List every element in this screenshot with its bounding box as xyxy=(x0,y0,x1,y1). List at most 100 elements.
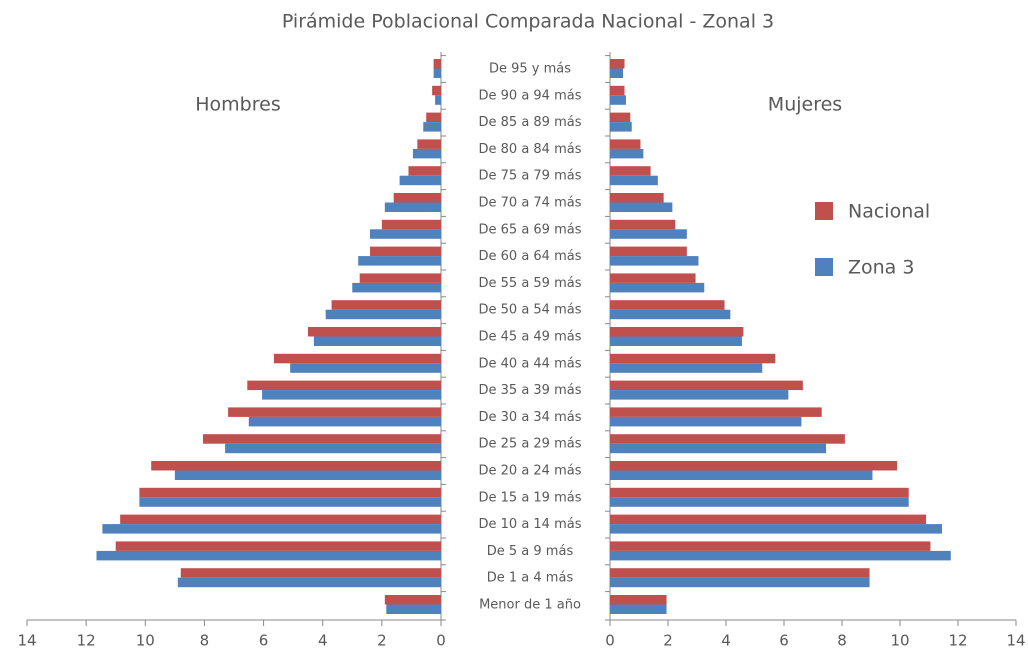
bar xyxy=(610,122,632,132)
category-label: De 60 a 64 más xyxy=(479,249,582,264)
x-tick-label: 10 xyxy=(890,632,909,650)
bar xyxy=(610,246,687,257)
bar xyxy=(610,568,870,578)
bar xyxy=(370,246,441,257)
category-label: Menor de 1 año xyxy=(479,598,581,613)
bar xyxy=(393,193,441,203)
x-tick-label: 4 xyxy=(318,632,328,650)
bar xyxy=(610,550,951,561)
bar xyxy=(610,443,827,454)
bar xyxy=(381,219,441,230)
category-label: De 70 a 74 más xyxy=(479,196,582,211)
group-label: Hombres xyxy=(195,94,280,116)
bar xyxy=(151,461,441,471)
bar xyxy=(610,175,658,186)
bar xyxy=(610,112,631,123)
bar xyxy=(610,282,705,293)
x-tick-label: 0 xyxy=(436,632,446,650)
bar xyxy=(331,300,441,310)
bar xyxy=(139,497,441,507)
category-label: De 45 a 49 más xyxy=(479,330,582,345)
category-label: De 90 a 94 más xyxy=(479,88,582,103)
x-tick-label: 12 xyxy=(77,632,96,650)
bar xyxy=(610,85,625,96)
bar xyxy=(610,461,898,471)
bar xyxy=(180,568,441,578)
legend-label: Nacional xyxy=(848,201,930,223)
bar xyxy=(610,577,870,588)
bar xyxy=(115,541,441,551)
bar xyxy=(262,390,441,400)
bar xyxy=(610,309,731,320)
bar xyxy=(610,229,687,239)
bar xyxy=(610,95,626,105)
bar xyxy=(359,273,441,283)
category-label: De 50 a 54 más xyxy=(479,303,582,318)
category-label: De 5 a 9 más xyxy=(487,544,574,559)
x-tick-label: 2 xyxy=(663,632,673,650)
bar xyxy=(225,443,441,454)
bar xyxy=(610,541,931,551)
bar xyxy=(432,85,441,96)
bar xyxy=(610,390,789,400)
x-tick-label: 8 xyxy=(200,632,210,650)
bar xyxy=(610,336,742,346)
bar xyxy=(610,202,673,212)
category-label: De 80 a 84 más xyxy=(479,142,582,157)
bar xyxy=(610,595,667,605)
category-label: De 55 a 59 más xyxy=(479,276,582,291)
category-label: De 30 a 34 más xyxy=(479,410,582,425)
bar xyxy=(610,524,943,534)
category-label: De 10 a 14 más xyxy=(479,517,582,532)
category-label: De 15 a 19 más xyxy=(479,490,582,505)
bar xyxy=(290,363,441,373)
bar xyxy=(435,95,441,105)
bar xyxy=(610,487,909,498)
bar xyxy=(610,416,802,427)
x-tick-label: 6 xyxy=(779,632,789,650)
group-label: Mujeres xyxy=(768,94,842,116)
bar xyxy=(610,256,699,266)
bar xyxy=(352,282,441,293)
bar xyxy=(96,550,441,561)
bar xyxy=(610,363,763,373)
bar xyxy=(417,139,441,149)
bar xyxy=(423,122,441,132)
category-label: De 65 a 69 más xyxy=(479,222,582,237)
bar xyxy=(177,577,442,588)
bar xyxy=(325,309,441,320)
bar xyxy=(610,139,641,149)
bar xyxy=(610,148,644,159)
bar xyxy=(313,336,441,346)
bar xyxy=(610,327,744,337)
bar xyxy=(610,470,873,480)
bar xyxy=(610,353,776,364)
bar xyxy=(202,434,441,444)
bar xyxy=(228,407,441,417)
bar xyxy=(412,148,441,159)
legend-swatch xyxy=(815,258,833,276)
bar xyxy=(610,434,845,444)
bar xyxy=(384,595,441,605)
bar xyxy=(433,59,441,69)
bar xyxy=(248,416,441,427)
bar xyxy=(610,166,651,176)
legend-swatch xyxy=(815,202,833,220)
bar xyxy=(386,604,441,614)
bar xyxy=(610,514,927,525)
x-tick-label: 0 xyxy=(605,632,615,650)
category-label: De 1 a 4 más xyxy=(487,571,574,586)
category-label: De 25 a 29 más xyxy=(479,437,582,452)
category-label: De 85 a 89 más xyxy=(479,115,582,130)
category-label: De 95 y más xyxy=(489,62,571,77)
bar xyxy=(426,112,441,123)
x-tick-label: 6 xyxy=(259,632,269,650)
x-tick-label: 4 xyxy=(721,632,731,650)
bar xyxy=(610,59,625,69)
chart-title: Pirámide Poblacional Comparada Nacional … xyxy=(282,11,774,33)
category-label: De 75 a 79 más xyxy=(479,169,582,184)
bar xyxy=(174,470,441,480)
x-tick-label: 12 xyxy=(948,632,967,650)
bar xyxy=(433,68,441,78)
